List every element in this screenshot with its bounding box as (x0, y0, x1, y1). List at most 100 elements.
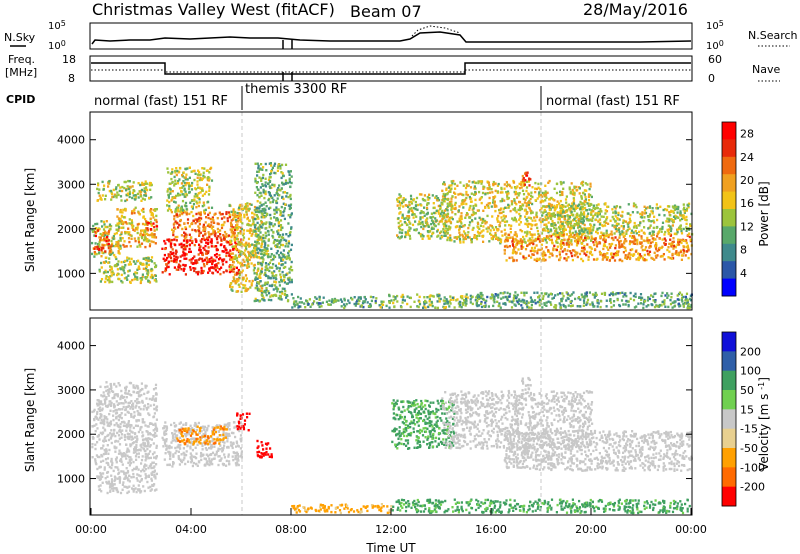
power-cell (581, 216, 584, 220)
power-cell (196, 202, 199, 205)
power-cell (231, 227, 234, 231)
power-cell (295, 300, 298, 303)
power-cell (401, 215, 404, 218)
power-cell (231, 285, 234, 289)
power-cell (151, 213, 154, 217)
power-cell (147, 271, 150, 274)
power-cell (426, 203, 429, 206)
power-cell (109, 253, 112, 256)
power-cell (629, 248, 632, 252)
power-cell (482, 229, 485, 232)
power-region-6 (161, 237, 243, 276)
power-cell (232, 209, 235, 212)
power-cell (651, 230, 654, 233)
power-cell (589, 227, 592, 230)
power-cell (228, 204, 231, 207)
power-cell (534, 199, 537, 202)
power-cell (194, 192, 197, 196)
power-cell (551, 233, 554, 236)
power-cell (195, 259, 198, 262)
power-cell (410, 202, 414, 205)
power-cell (104, 234, 107, 237)
power-cell (688, 235, 691, 239)
power-cell (460, 212, 463, 215)
power-cell (264, 162, 267, 166)
power-cell (396, 300, 399, 303)
power-cell (168, 187, 171, 190)
power-cell (213, 230, 216, 233)
power-cell (230, 265, 233, 269)
power-cell (225, 232, 228, 236)
power-cell (633, 236, 636, 239)
power-cell (643, 239, 646, 243)
power-cell (245, 241, 248, 244)
power-cell (643, 232, 646, 235)
power-cell (258, 205, 261, 208)
power-cell (196, 220, 199, 223)
power-cell (280, 259, 283, 262)
power-cell (199, 177, 202, 180)
power-cell (265, 288, 268, 292)
power-cell (204, 226, 207, 229)
power-cell (613, 232, 616, 235)
power-cell (183, 187, 186, 190)
power-cell (262, 234, 265, 237)
power-cell (178, 213, 181, 216)
power-cell (198, 216, 201, 220)
power-cell (136, 226, 139, 229)
power-cell (524, 172, 527, 175)
power-cell (110, 274, 113, 277)
power-cell (637, 302, 640, 305)
power-cell (238, 273, 241, 277)
power-cell (287, 278, 290, 281)
power-cell (279, 239, 283, 242)
power-cell (602, 256, 605, 259)
power-cell (126, 256, 129, 259)
power-cell (253, 213, 256, 216)
power-cell (359, 296, 362, 299)
power-cell (624, 256, 627, 259)
power-cell (175, 258, 178, 261)
power-cell (465, 302, 468, 305)
power-cell (225, 211, 228, 214)
power-cell (144, 182, 147, 185)
power-cell (262, 237, 265, 240)
power-cell (235, 278, 238, 281)
power-cell (648, 205, 652, 208)
power-cell (500, 186, 503, 190)
power-cell (234, 237, 237, 240)
power-cell (635, 232, 638, 235)
power-cell (225, 212, 228, 216)
power-cell (541, 191, 544, 195)
power-cell (396, 294, 399, 298)
power-cell (640, 235, 643, 238)
power-cell (677, 251, 680, 255)
power-cell (150, 183, 153, 187)
power-cell (232, 279, 235, 283)
power-cell (405, 204, 408, 207)
power-cell (117, 193, 120, 197)
power-cell (577, 222, 580, 225)
power-cell (670, 292, 673, 295)
power-cell (414, 220, 417, 223)
power-cell (262, 296, 265, 300)
power-cell (686, 246, 690, 249)
power-cell (203, 167, 206, 170)
power-cell (238, 255, 241, 258)
power-cell (179, 207, 183, 210)
power-cell (556, 241, 559, 244)
power-cell (541, 228, 544, 231)
power-cell (253, 205, 257, 209)
power-cell (362, 305, 365, 309)
power-cell (118, 247, 121, 250)
power-cell (137, 237, 140, 241)
power-cell (110, 244, 113, 247)
power-cell (599, 252, 602, 255)
power-cell (224, 248, 227, 252)
power-cell (436, 293, 439, 297)
power-cell (651, 240, 654, 244)
noise-ytick-left-bottom: 100 (48, 39, 66, 52)
power-cell (135, 271, 139, 275)
power-cell (205, 190, 208, 194)
power-cell (622, 251, 625, 254)
